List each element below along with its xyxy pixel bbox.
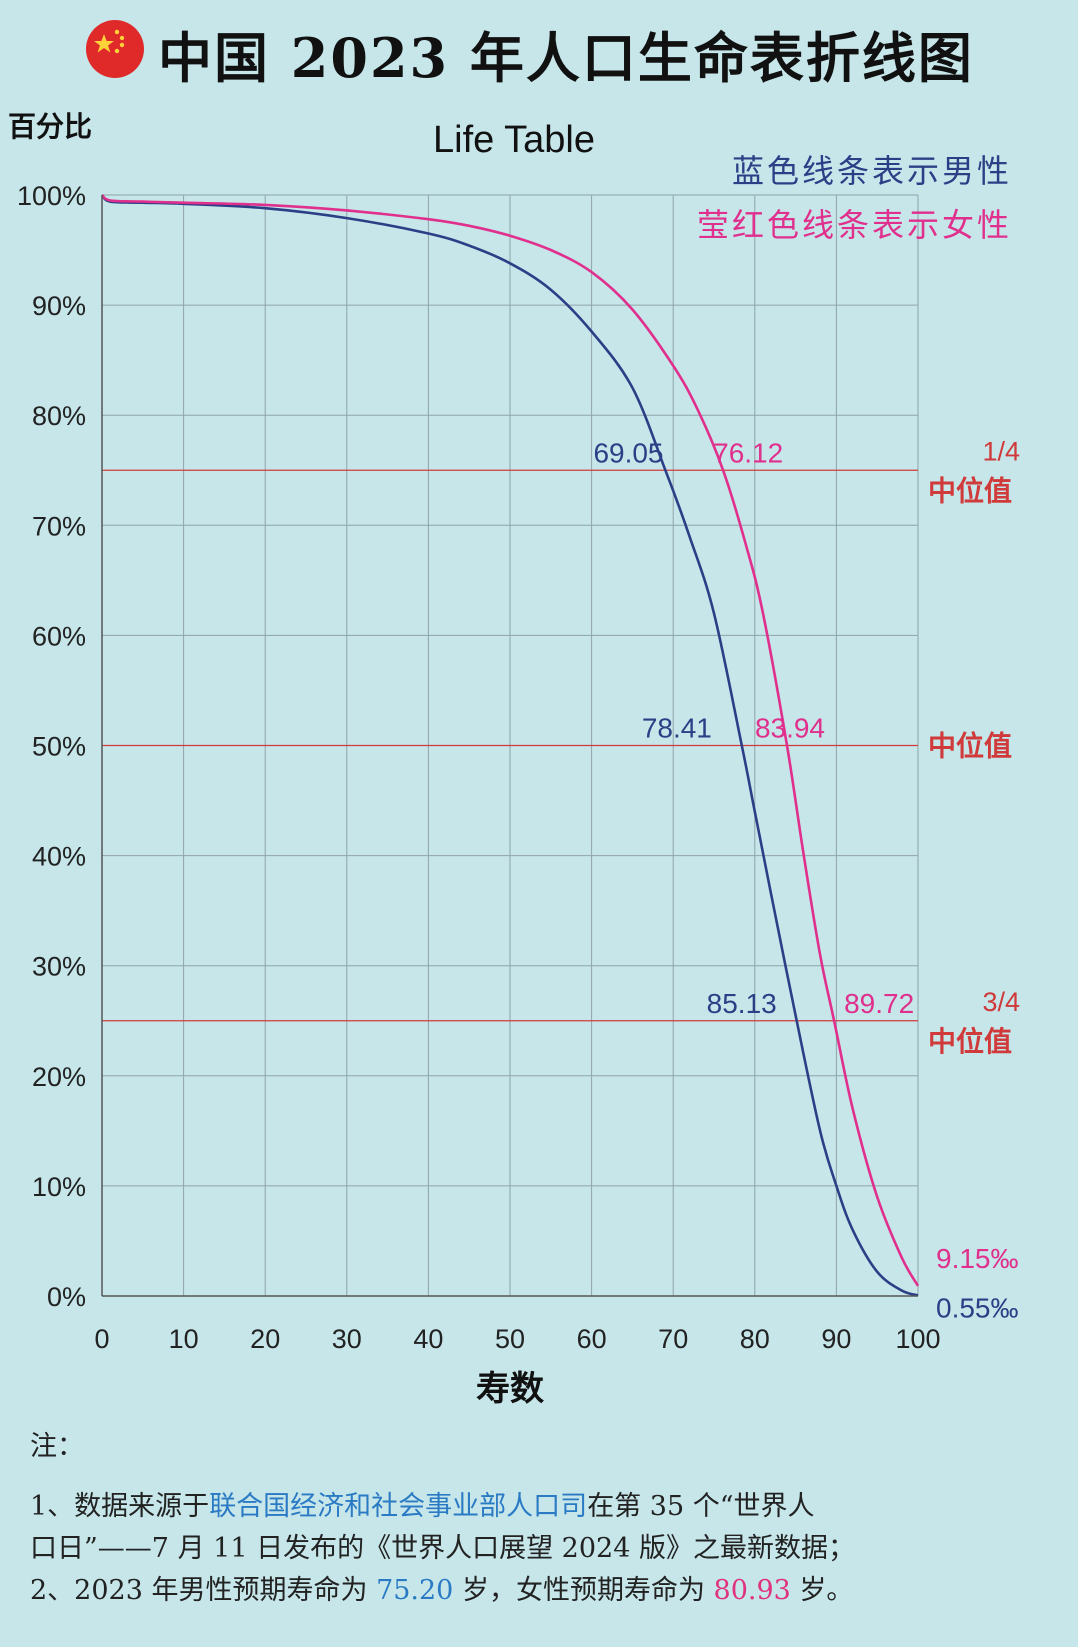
note-line-1: 1、数据来源于联合国经济和社会事业部人口司在第 35 个“世界人	[30, 1486, 1050, 1528]
page-title: 中国 2023 年人口生命表折线图	[158, 26, 974, 90]
x-tick-label: 90	[821, 1324, 851, 1354]
data-label: 69.05	[593, 437, 663, 468]
y-tick-label: 70%	[32, 511, 86, 541]
note-1-prefix: 1、数据来源于	[30, 1491, 210, 1522]
note-line-2: 口日”——7 月 11 日发布的《世界人口展望 2024 版》之最新数据；	[30, 1533, 855, 1564]
note-3-male-value: 75.20	[376, 1575, 454, 1606]
legend-female: 莹红色线条表示女性	[697, 206, 1012, 244]
y-axis-label: 百分比	[8, 110, 92, 143]
note-3-female-value: 80.93	[713, 1575, 791, 1606]
note-3-prefix: 2、2023 年男性预期寿命为	[30, 1575, 377, 1606]
y-tick-label: 40%	[32, 842, 86, 872]
female-survival-line	[101, 193, 920, 1287]
x-tick-label: 60	[577, 1324, 607, 1354]
data-label: 83.94	[755, 713, 825, 744]
x-tick-label: 70	[658, 1324, 688, 1354]
notes-heading: 注：	[30, 1431, 84, 1462]
x-tick-label: 100	[895, 1324, 940, 1354]
reference-label: 中位值	[928, 1025, 1012, 1058]
y-tick-label: 20%	[32, 1062, 86, 1092]
y-tick-label: 10%	[32, 1172, 86, 1202]
reference-label-fraction: 1/4	[982, 436, 1020, 466]
y-tick-label: 90%	[32, 291, 86, 321]
axes	[101, 195, 918, 1297]
china-flag-icon	[86, 20, 144, 78]
data-label: 76.12	[713, 437, 783, 468]
reference-label-fraction: 3/4	[982, 987, 1020, 1017]
data-label: 0.55‰	[936, 1292, 1019, 1323]
y-tick-label: 60%	[32, 621, 86, 651]
y-tick-label: 80%	[32, 401, 86, 431]
data-label: 85.13	[707, 988, 777, 1019]
reference-label: 中位值	[928, 730, 1012, 763]
reference-label: 中位值	[928, 474, 1012, 507]
x-tick-label: 50	[495, 1324, 525, 1354]
note-1-suffix: 在第 35 个“世界人	[587, 1491, 815, 1522]
china-flag-stars	[94, 29, 125, 54]
x-tick-label: 80	[740, 1324, 770, 1354]
legend-male: 蓝色线条表示男性	[732, 152, 1012, 190]
data-label: 78.41	[642, 713, 712, 744]
data-label: 89.72	[844, 988, 914, 1019]
series-lines	[101, 193, 920, 1297]
y-tick-label: 50%	[32, 732, 86, 762]
annotations: 69.05 76.12 78.41 83.94 85.13 89.72 9.15‰ 0.55‰	[593, 437, 1018, 1323]
data-label: 9.15‰	[936, 1243, 1019, 1274]
notes: 注： 1、数据来源于联合国经济和社会事业部人口司在第 35 个“世界人 口日”—…	[30, 1431, 1050, 1612]
note-3-suffix: 岁。	[790, 1575, 854, 1606]
x-tick-label: 20	[250, 1324, 280, 1354]
x-tick-label: 30	[332, 1324, 362, 1354]
y-tick-label: 0%	[47, 1282, 86, 1312]
x-axis-label: 寿数	[476, 1369, 544, 1409]
y-tick-label: 30%	[32, 952, 86, 982]
note-line-3: 2、2023 年男性预期寿命为 75.20 岁，女性预期寿命为 80.93 岁。	[30, 1570, 1050, 1612]
x-tick-label: 10	[169, 1324, 199, 1354]
male-survival-line	[101, 193, 919, 1297]
title-bar: 中国 2023 年人口生命表折线图	[0, 0, 1078, 100]
note-3-mid: 岁，女性预期寿命为	[453, 1575, 714, 1606]
chart-labels: 0 10 20 30 40 50 60 70 80 90 100 0% 10% 20% 30% 40% 50% 6…	[8, 110, 1012, 1409]
x-tick-label: 0	[94, 1324, 109, 1354]
note-1-source: 联合国经济和社会事业部人口司	[209, 1491, 588, 1522]
chart-title: Life Table	[433, 119, 595, 161]
y-tick-label: 100%	[17, 181, 86, 211]
x-tick-label: 40	[413, 1324, 443, 1354]
